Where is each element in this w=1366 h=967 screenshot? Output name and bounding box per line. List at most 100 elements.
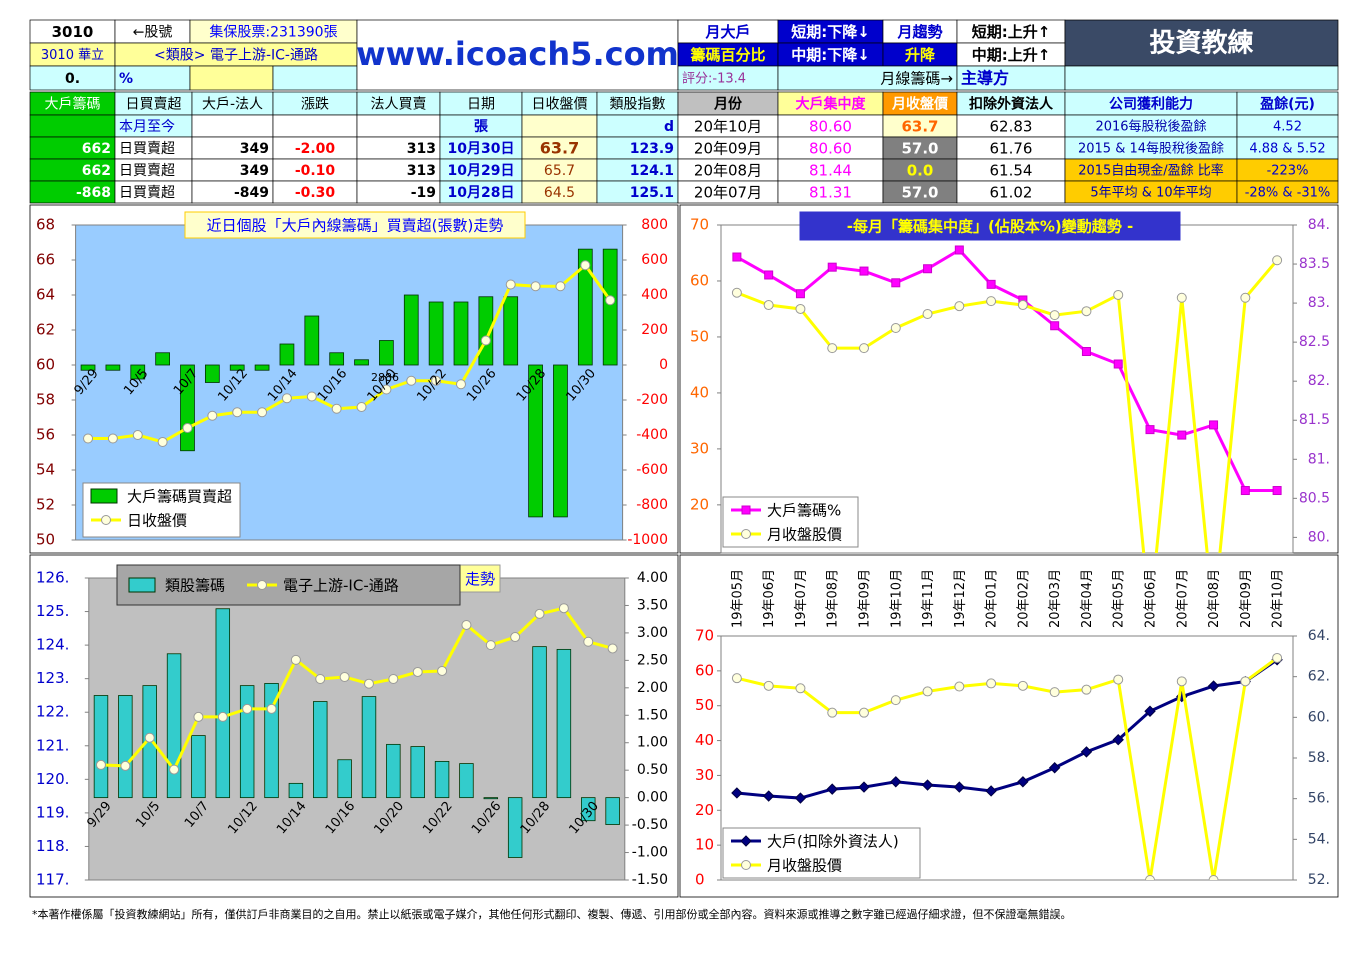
table-cell-text: 123.9: [630, 141, 674, 157]
point: [794, 792, 807, 804]
bar: [532, 646, 547, 799]
point: [107, 433, 118, 444]
y2-tick-label: -400: [636, 427, 668, 443]
bar: [337, 759, 352, 799]
y-tick-label: 56: [36, 426, 55, 444]
table-cell-text: 20年07月: [694, 184, 762, 202]
column-header-text: 盈餘(元): [1259, 96, 1315, 113]
table-cell-text: 0.0: [907, 162, 934, 180]
point: [1176, 676, 1187, 687]
column-header-text: 大戶集中度: [796, 96, 867, 113]
series-layer: [93, 603, 620, 858]
column-header-text: 月收盤價: [891, 96, 949, 113]
column-header-text: 扣除外資法人: [969, 96, 1054, 113]
bar: [503, 296, 519, 366]
point: [431, 375, 442, 386]
y2-tick-label: -0.50: [632, 817, 668, 833]
point: [890, 776, 902, 788]
y-tick-label: 50: [36, 531, 55, 549]
point: [985, 785, 997, 797]
point: [827, 262, 837, 272]
x-tick-label: 20年01月: [985, 569, 1000, 628]
legend-label: 電子上游-IC-通路: [283, 577, 399, 595]
point: [605, 295, 616, 306]
y2-tick-label: -200: [636, 392, 668, 408]
point: [1113, 289, 1124, 300]
header-cell: [956, 65, 1066, 91]
y-tick-label: 117.: [36, 871, 69, 889]
point: [1145, 875, 1155, 880]
legend-box: [722, 496, 859, 548]
bar: [410, 746, 425, 799]
bar: [577, 248, 593, 366]
empty-cell: [189, 65, 274, 91]
table-cell-text: -223%: [1267, 164, 1309, 179]
point: [953, 781, 966, 793]
table-cell-text: 65.7: [544, 163, 575, 179]
table-cell-text: 80.60: [809, 118, 852, 136]
header-logo: 投資教練: [1149, 28, 1253, 59]
legend-label: 大戶(扣除外資法人): [767, 833, 899, 851]
x-tick-label: 19年10月: [889, 569, 904, 628]
y-tick-label: 121.: [36, 736, 69, 754]
table-cell-text: 2015自由現金/盈餘 比率: [1078, 163, 1224, 179]
x-tick-label: 20年04月: [1080, 569, 1095, 628]
table-cell-text: 124.1: [630, 163, 674, 179]
legend-box: [722, 827, 921, 879]
point: [257, 580, 268, 590]
table-cell-text: 80.60: [809, 140, 852, 158]
legend-label: 日收盤價: [127, 512, 187, 530]
point: [455, 379, 466, 390]
y2-tick-label: 80.: [1308, 529, 1330, 545]
bar: [288, 782, 304, 799]
bar: [428, 301, 444, 366]
point: [732, 252, 742, 262]
column-header-text: 日期: [467, 97, 495, 113]
legend-label: 大戶籌碼買賣超: [127, 488, 232, 506]
y-tick-label: 70: [690, 216, 709, 234]
y-tick-label: 66: [36, 251, 55, 269]
y-tick-label: 54: [36, 461, 55, 479]
bar: [80, 364, 96, 371]
table-cell-text: 662: [82, 141, 111, 157]
point: [331, 403, 342, 414]
bar: [313, 701, 328, 799]
table-cell-text: 5年平均 & 10年平均: [1090, 186, 1211, 201]
point: [827, 707, 838, 718]
table-cell-text: 349: [240, 163, 269, 179]
x-tick-label: 19年05月: [730, 569, 745, 628]
y2-tick-label: 0: [659, 357, 668, 373]
point: [1240, 676, 1251, 687]
table-cell-text: -28% & -31%: [1245, 186, 1331, 201]
table-cell-text: 日買賣超: [119, 141, 175, 157]
table-cell-text: -0.30: [295, 185, 336, 201]
column-header-text: 大戶-法人: [202, 97, 263, 113]
point: [1050, 321, 1060, 331]
header-trend2: 升降: [905, 46, 936, 64]
bar: [204, 364, 220, 383]
y-tick-label: 20: [690, 495, 709, 513]
point: [1207, 680, 1220, 692]
legend-swatch: [90, 488, 118, 504]
point: [363, 678, 374, 689]
bar: [459, 763, 474, 799]
legend-label: 月收盤股價: [767, 857, 842, 875]
line: [100, 606, 614, 773]
table-cell-text: 63.7: [901, 118, 938, 136]
bar: [254, 364, 270, 371]
chart-title: 近日個股「大戶內線籌碼」買賣超(張數)走勢: [207, 217, 504, 235]
point: [986, 296, 997, 307]
bar: [605, 797, 620, 825]
series-layer: [731, 245, 1283, 553]
line: [736, 658, 1278, 800]
point: [169, 764, 180, 775]
bar: [93, 695, 109, 799]
y2-tick-label: 400: [641, 287, 668, 303]
header-cell: [1064, 19, 1339, 67]
bar: [403, 294, 419, 366]
table-cell-text: 64.5: [544, 185, 575, 201]
point: [580, 260, 591, 271]
table-cell-text: 61.76: [990, 140, 1033, 158]
